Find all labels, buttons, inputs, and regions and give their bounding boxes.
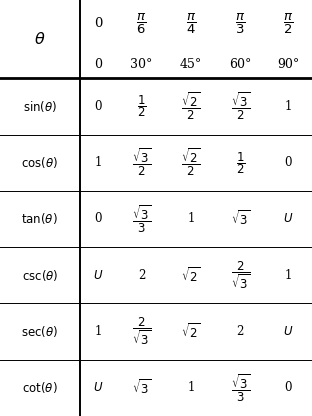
Text: 1: 1: [285, 269, 292, 282]
Text: $\sec(\theta)$: $\sec(\theta)$: [21, 324, 58, 339]
Text: 45°: 45°: [180, 58, 202, 71]
Text: 0: 0: [95, 213, 102, 225]
Text: 90°: 90°: [277, 58, 300, 71]
Text: $U$: $U$: [283, 325, 294, 338]
Text: $\dfrac{1}{2}$: $\dfrac{1}{2}$: [137, 94, 146, 119]
Text: $\dfrac{\pi}{4}$: $\dfrac{\pi}{4}$: [186, 11, 196, 35]
Text: 30°: 30°: [130, 58, 153, 71]
Text: $\dfrac{\sqrt{2}}{2}$: $\dfrac{\sqrt{2}}{2}$: [181, 147, 201, 178]
Text: $\dfrac{1}{2}$: $\dfrac{1}{2}$: [236, 150, 245, 176]
Text: 0: 0: [285, 156, 292, 169]
Text: $\dfrac{\sqrt{2}}{2}$: $\dfrac{\sqrt{2}}{2}$: [181, 91, 201, 122]
Text: $U$: $U$: [283, 213, 294, 225]
Text: $\tan(\theta)$: $\tan(\theta)$: [22, 211, 58, 226]
Text: 60°: 60°: [229, 58, 251, 71]
Text: $\csc(\theta)$: $\csc(\theta)$: [22, 268, 58, 283]
Text: 1: 1: [95, 156, 102, 169]
Text: $\sqrt{2}$: $\sqrt{2}$: [181, 322, 201, 341]
Text: $\sqrt{3}$: $\sqrt{3}$: [231, 210, 250, 228]
Text: $\cos(\theta)$: $\cos(\theta)$: [21, 155, 58, 170]
Text: 1: 1: [187, 381, 195, 394]
Text: $U$: $U$: [93, 269, 104, 282]
Text: $\dfrac{\pi}{6}$: $\dfrac{\pi}{6}$: [136, 11, 147, 35]
Text: $\sin(\theta)$: $\sin(\theta)$: [23, 99, 57, 114]
Text: $\dfrac{\sqrt{3}}{2}$: $\dfrac{\sqrt{3}}{2}$: [132, 147, 151, 178]
Text: $\sqrt{3}$: $\sqrt{3}$: [132, 379, 151, 397]
Text: 1: 1: [285, 100, 292, 113]
Text: 2: 2: [236, 325, 244, 338]
Text: $\dfrac{\sqrt{3}}{3}$: $\dfrac{\sqrt{3}}{3}$: [231, 372, 250, 404]
Text: $\dfrac{\sqrt{3}}{3}$: $\dfrac{\sqrt{3}}{3}$: [132, 203, 151, 235]
Text: 2: 2: [138, 269, 145, 282]
Text: $\sqrt{2}$: $\sqrt{2}$: [181, 266, 201, 285]
Text: 0: 0: [285, 381, 292, 394]
Text: 0: 0: [94, 17, 102, 30]
Text: 1: 1: [187, 213, 195, 225]
Text: 0: 0: [94, 58, 102, 71]
Text: $U$: $U$: [93, 381, 104, 394]
Text: $\cot(\theta)$: $\cot(\theta)$: [22, 380, 58, 395]
Text: $\dfrac{\sqrt{3}}{2}$: $\dfrac{\sqrt{3}}{2}$: [231, 91, 250, 122]
Text: 0: 0: [95, 100, 102, 113]
Text: $\dfrac{2}{\sqrt{3}}$: $\dfrac{2}{\sqrt{3}}$: [231, 260, 250, 291]
Text: $\dfrac{2}{\sqrt{3}}$: $\dfrac{2}{\sqrt{3}}$: [132, 316, 151, 347]
Text: 1: 1: [95, 325, 102, 338]
Text: $\dfrac{\pi}{2}$: $\dfrac{\pi}{2}$: [283, 11, 294, 35]
Text: $\theta$: $\theta$: [34, 31, 46, 47]
Text: $\dfrac{\pi}{3}$: $\dfrac{\pi}{3}$: [235, 11, 246, 35]
